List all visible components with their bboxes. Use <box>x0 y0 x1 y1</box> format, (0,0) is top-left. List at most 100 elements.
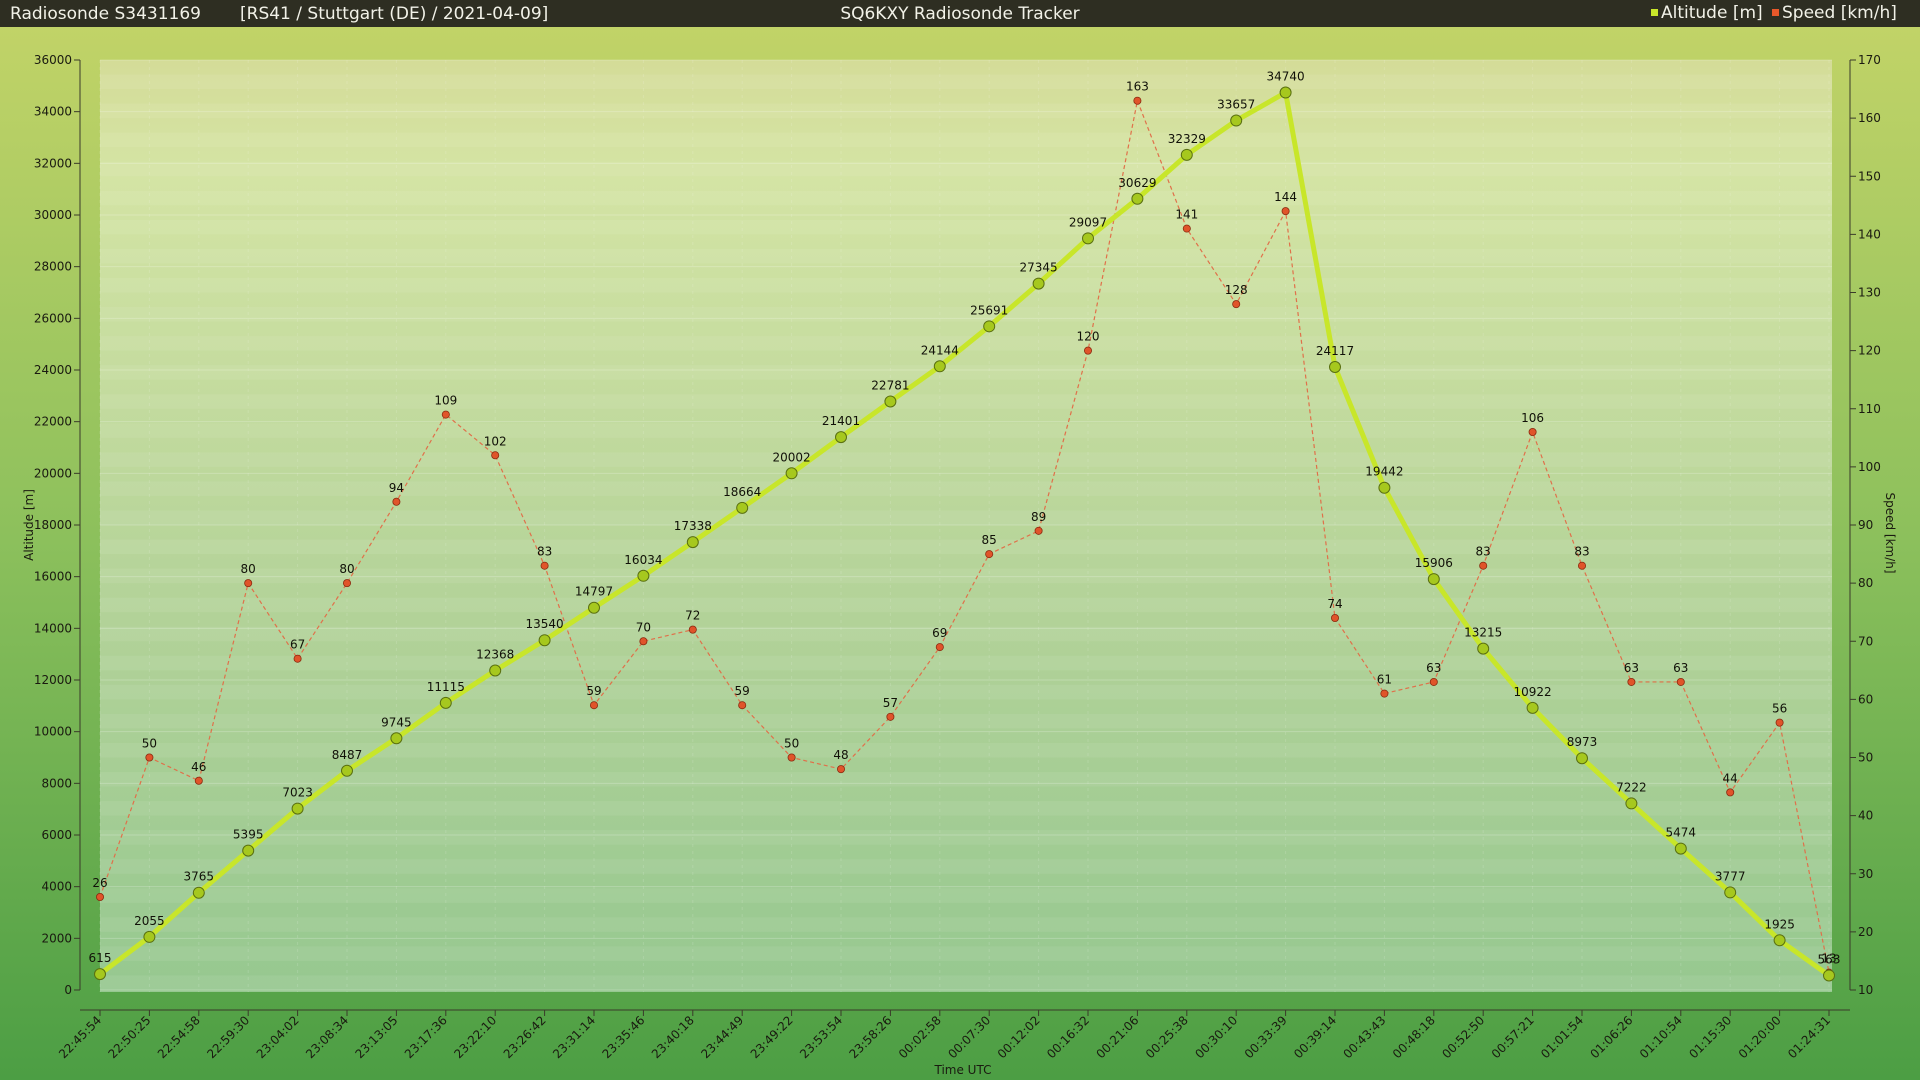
speed-point <box>145 753 154 762</box>
altitude-data-label: 14797 <box>575 585 613 599</box>
right-y-tick-label: 40 <box>1858 809 1873 823</box>
altitude-data-label: 24144 <box>921 343 959 357</box>
x-axis-label: Time UTC <box>934 1063 992 1077</box>
speed-data-label: 94 <box>389 481 404 495</box>
altitude-data-label: 25691 <box>970 303 1008 317</box>
right-y-tick-label: 60 <box>1858 692 1873 706</box>
altitude-point <box>1526 701 1539 714</box>
speed-data-label: 128 <box>1225 283 1248 297</box>
left-y-tick-label: 20000 <box>34 466 72 480</box>
speed-point <box>1084 346 1093 355</box>
plot-band <box>100 655 1832 671</box>
left-y-tick-label: 4000 <box>41 880 72 894</box>
speed-point <box>738 701 747 710</box>
altitude-point <box>439 696 452 709</box>
left-y-tick-label: 28000 <box>34 260 72 274</box>
altitude-data-label: 7023 <box>282 786 313 800</box>
plot-band <box>100 423 1832 438</box>
speed-point <box>1775 718 1784 727</box>
speed-point <box>639 637 648 646</box>
speed-point <box>590 701 599 710</box>
right-y-tick-label: 120 <box>1858 344 1881 358</box>
altitude-point <box>835 431 847 444</box>
altitude-data-label: 13540 <box>526 617 564 631</box>
right-y-tick-label: 70 <box>1858 634 1873 648</box>
altitude-data-label: 8487 <box>332 748 363 762</box>
speed-data-label: 13 <box>1821 952 1836 966</box>
legend-label-speed: Speed [km/h] <box>1782 3 1897 23</box>
plot-band <box>100 539 1832 555</box>
right-y-tick-label: 130 <box>1858 286 1881 300</box>
left-y-tick-label: 0 <box>64 983 72 997</box>
speed-data-label: 120 <box>1077 330 1100 344</box>
plot-band <box>100 801 1832 816</box>
altitude-data-label: 3765 <box>184 870 215 884</box>
speed-series <box>96 96 1834 977</box>
speed-data-label: 67 <box>290 638 305 652</box>
left-y-tick-label: 18000 <box>34 518 72 532</box>
right-y-tick-label: 160 <box>1858 111 1881 125</box>
speed-data-label: 50 <box>784 737 799 751</box>
altitude-data-label: 29097 <box>1069 215 1107 229</box>
altitude-point <box>1131 192 1144 205</box>
plot-band <box>100 859 1832 874</box>
plot-band <box>100 307 1832 322</box>
left-y-tick-label: 16000 <box>34 570 72 584</box>
left-y-ticks: 0 2000 4000 6000 8000 10000 12000 14000 16000 180… <box>34 53 80 997</box>
altitude-point <box>884 395 897 408</box>
speed-data-label: 163 <box>1126 80 1149 94</box>
altitude-data-label: 11115 <box>427 680 465 694</box>
altitude-data-label: 21401 <box>822 414 860 428</box>
plot-area <box>100 60 1832 992</box>
speed-point <box>491 451 500 460</box>
plot-band <box>100 568 1832 584</box>
speed-point <box>244 579 253 588</box>
plot-band <box>100 946 1832 961</box>
plot-band <box>100 219 1832 235</box>
plot-band <box>100 190 1832 206</box>
speed-point <box>540 561 549 570</box>
right-y-tick-label: 140 <box>1858 227 1881 241</box>
altitude-data-label: 32329 <box>1168 132 1206 146</box>
speed-data-label: 61 <box>1377 673 1392 687</box>
legend: Altitude [m] Speed [km/h] <box>1651 3 1897 23</box>
altitude-point <box>1032 277 1045 290</box>
right-y-tick-label: 30 <box>1858 867 1873 881</box>
grid-lines <box>99 59 1832 992</box>
speed-data-label: 56 <box>1772 702 1787 716</box>
altitude-data-label: 7222 <box>1616 780 1647 794</box>
speed-point <box>342 579 351 588</box>
altitude-data-label: 18664 <box>723 485 761 499</box>
altitude-data-label: 33657 <box>1217 98 1255 112</box>
speed-data-label: 109 <box>434 394 457 408</box>
plot-band <box>100 248 1832 264</box>
altitude-data-label: 12368 <box>476 647 514 661</box>
altitude-point <box>538 634 551 647</box>
left-y-tick-label: 8000 <box>41 776 72 790</box>
plot-band <box>100 481 1832 496</box>
speed-point <box>1133 96 1142 105</box>
plot-bands <box>100 74 1832 990</box>
right-y-tick-label: 50 <box>1858 751 1873 765</box>
altitude-data-label: 563 <box>1818 952 1841 966</box>
altitude-point <box>242 844 255 857</box>
y-axis-right-label: Speed [km/h] <box>1883 492 1897 573</box>
speed-point <box>787 753 796 762</box>
legend-swatch-speed <box>1772 9 1779 16</box>
plot-band <box>100 830 1832 845</box>
plot-band <box>100 277 1832 293</box>
left-y-tick-label: 32000 <box>34 156 72 170</box>
right-y-tick-label: 100 <box>1858 460 1881 474</box>
speed-point <box>392 497 401 506</box>
speed-point <box>1232 300 1241 309</box>
altitude-point <box>1329 360 1341 373</box>
left-y-tick-label: 24000 <box>34 363 72 377</box>
speed-point <box>1034 526 1043 535</box>
speed-point <box>985 550 994 559</box>
speed-point <box>1627 677 1636 686</box>
plot-band <box>100 161 1832 177</box>
left-y-tick-label: 2000 <box>41 931 72 945</box>
speed-point <box>688 625 697 634</box>
altitude-data-label: 3777 <box>1715 869 1746 883</box>
